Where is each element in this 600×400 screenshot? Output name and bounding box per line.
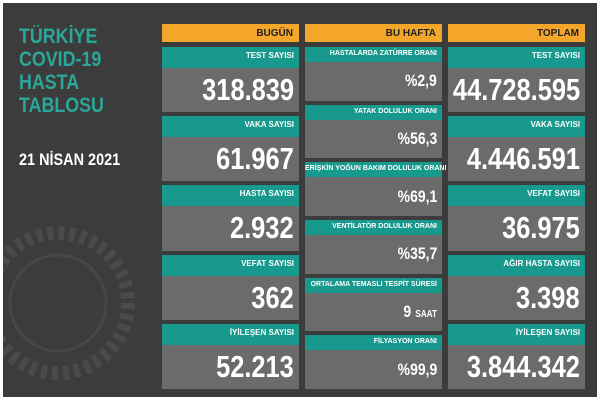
cell-label: HASTALARDA ZATÜRRE ORANI [305,47,442,62]
value-text: %99,9 [397,359,437,379]
cell-value-box: 52.213 [162,344,299,389]
cell-label: VEFAT SAYISI [448,185,585,207]
value-text: 3.844.342 [466,348,580,384]
cell-value-box: 2.932 [162,206,299,251]
cell-value-box: 44.728.595 [448,68,585,113]
cell-value-box: %69,1 [305,177,442,216]
cell-label: FİLYASYON ORANI [305,335,442,351]
cell-label: AĞIR HASTA SAYISI [448,254,585,276]
cell-value-box: 36.975 [448,206,585,251]
cell-value-box: %35,7 [305,235,442,274]
column-heading: TOPLAM [448,24,585,42]
cell-value: 3.844.342 [467,349,580,385]
cell-value: 3.398 [516,280,580,316]
value-text: 3.398 [516,279,580,315]
emblem [3,226,135,380]
column-heading: BUGÜN [162,24,299,42]
cell-value-box: 3.398 [448,275,585,320]
cell-label: YATAK DOLULUK ORANI [305,104,442,120]
cell-value: 44.728.595 [453,72,580,108]
cell-value-box: 61.967 [162,137,299,182]
cell-label: İYİLEŞEN SAYISI [448,323,585,345]
value-text: %2,9 [405,71,437,91]
column-heading: BU HAFTA [305,24,442,42]
value-text: 36.975 [502,210,580,246]
cell-value: %35,7 [397,244,437,264]
value-text: 61.967 [216,141,294,177]
value-text: %35,7 [397,244,437,264]
title-line: HASTA [19,71,80,94]
value-text: 318.839 [202,72,294,108]
cell-value: %56,3 [397,129,437,149]
cell-label: İYİLEŞEN SAYISI [162,323,299,345]
cell-value-box: 362 [162,275,299,320]
cell-value-box: 9 SAAT [305,292,442,332]
cell-value: 362 [252,280,294,316]
value-text: 362 [251,279,294,315]
value-text: %69,1 [397,186,437,206]
title-line: COVID-19 [19,48,102,71]
cell-value: 318.839 [202,72,294,108]
cell-label: TEST SAYISI [448,47,585,68]
cell-value-box: 318.839 [162,68,299,113]
cell-value-box: 4.446.591 [448,137,585,182]
date: 21 NİSAN 2021 [19,150,121,169]
title-line: TÜRKİYE [19,25,98,48]
cell-value: 36.975 [502,210,580,246]
value-text: %56,3 [397,128,437,148]
cell-value-box: %2,9 [305,62,442,101]
cell-value-box: %56,3 [305,119,442,159]
cell-label: VAKA SAYISI [448,116,585,138]
cell-label: ERİŞKİN YOĞUN BAKIM DOLULUK ORANI [305,162,446,178]
value-text: 44.728.595 [452,72,580,108]
cell-label: HASTA SAYISI [162,185,299,207]
cell-value: 4.446.591 [467,141,580,177]
value-text: 9 [403,301,412,321]
cell-label: TEST SAYISI [162,47,299,68]
cell-value-box: 3.844.342 [448,344,585,389]
cell-value: %69,1 [397,187,437,207]
cell-value-box: %99,9 [305,350,442,389]
cell-value: 2.932 [230,210,294,246]
title-line: TABLOSU [19,94,104,117]
cell-label: ORTALAMA TEMASLI TESPİT SÜRESİ [305,277,442,293]
cell-value: 61.967 [216,141,294,177]
cell-value: %99,9 [397,360,437,380]
value-text: 2.932 [230,210,294,246]
value-text: 4.446.591 [466,141,580,177]
cell-label: VAKA SAYISI [162,116,299,138]
cell-label: VEFAT SAYISI [162,254,299,276]
cell-label: VENTİLATÖR DOLULUK ORANI [305,220,442,235]
cell-value: 9 SAAT [403,302,437,322]
cell-value: 52.213 [216,349,294,385]
value-unit: SAAT [415,308,437,320]
value-text: 52.213 [216,348,294,384]
cell-value: %2,9 [405,71,437,91]
infographic: TÜRKİYE COVID-19 HASTA TABLOSU 21 NİSAN 2021… [3,3,597,397]
